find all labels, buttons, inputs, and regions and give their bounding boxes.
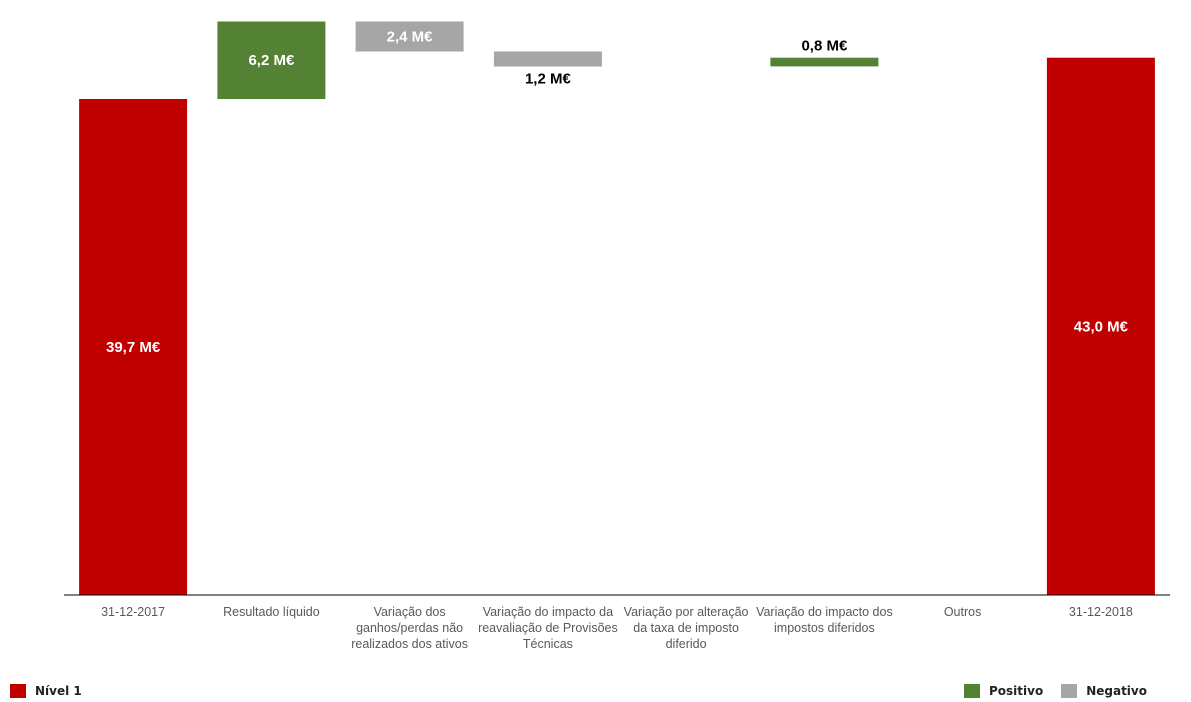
bar-3	[493, 51, 602, 67]
value-label-0: 39,7 M€	[106, 339, 161, 356]
category-label-7: 31-12-2018	[1069, 605, 1133, 619]
value-label-7: 43,0 M€	[1074, 318, 1129, 335]
legend-item-nivel-1: Nível 1	[10, 684, 82, 698]
value-label-2: 2,4 M€	[387, 29, 434, 46]
legend-swatch-positive	[963, 684, 980, 698]
category-label-1: Resultado líquido	[223, 605, 320, 619]
category-labels-group: 31-12-2017 Resultado líquido Variação dos g…	[101, 605, 1133, 651]
category-label-5: Variação do impacto dos impostos diferido…	[756, 605, 893, 635]
bar-1	[217, 21, 326, 99]
category-label-6: Outros	[944, 605, 982, 619]
legend-label-nivel-1: Nível 1	[35, 684, 82, 698]
value-label-1: 6,2 M€	[248, 52, 295, 69]
category-label-3: Variação do impacto da reavaliação de Pro…	[478, 605, 618, 651]
bar-7	[1046, 57, 1155, 595]
value-labels-group: 39,7 M€ 6,2 M€ 2,4 M€ 1,2 M€ 0,8 M€ 43,0 M€	[106, 29, 1129, 357]
bar-5	[770, 57, 879, 67]
legend-swatch-total	[10, 684, 26, 698]
value-label-3: 1,2 M€	[525, 71, 572, 88]
legend-swatch-negative	[1061, 684, 1078, 698]
bars-group	[79, 21, 1155, 595]
bar-2	[355, 21, 464, 52]
category-label-2: Variação dos ganhos/perdas não realizados …	[351, 605, 468, 651]
legend-label-positivo: Positivo	[988, 684, 1044, 698]
legend-item-positivo: Positivo	[963, 684, 1044, 698]
category-label-4: Variação por alteração da taxa de imposto…	[624, 605, 749, 651]
legend-label-negativo: Negativo	[1086, 684, 1147, 698]
bar-0	[79, 99, 188, 595]
legend-left: Nível 1	[10, 684, 82, 698]
legend-item-negativo: Negativo	[1061, 684, 1147, 698]
category-label-0: 31-12-2017	[101, 605, 165, 619]
value-label-5: 0,8 M€	[801, 38, 848, 55]
legend-right: Positivo Negativo	[963, 684, 1147, 698]
